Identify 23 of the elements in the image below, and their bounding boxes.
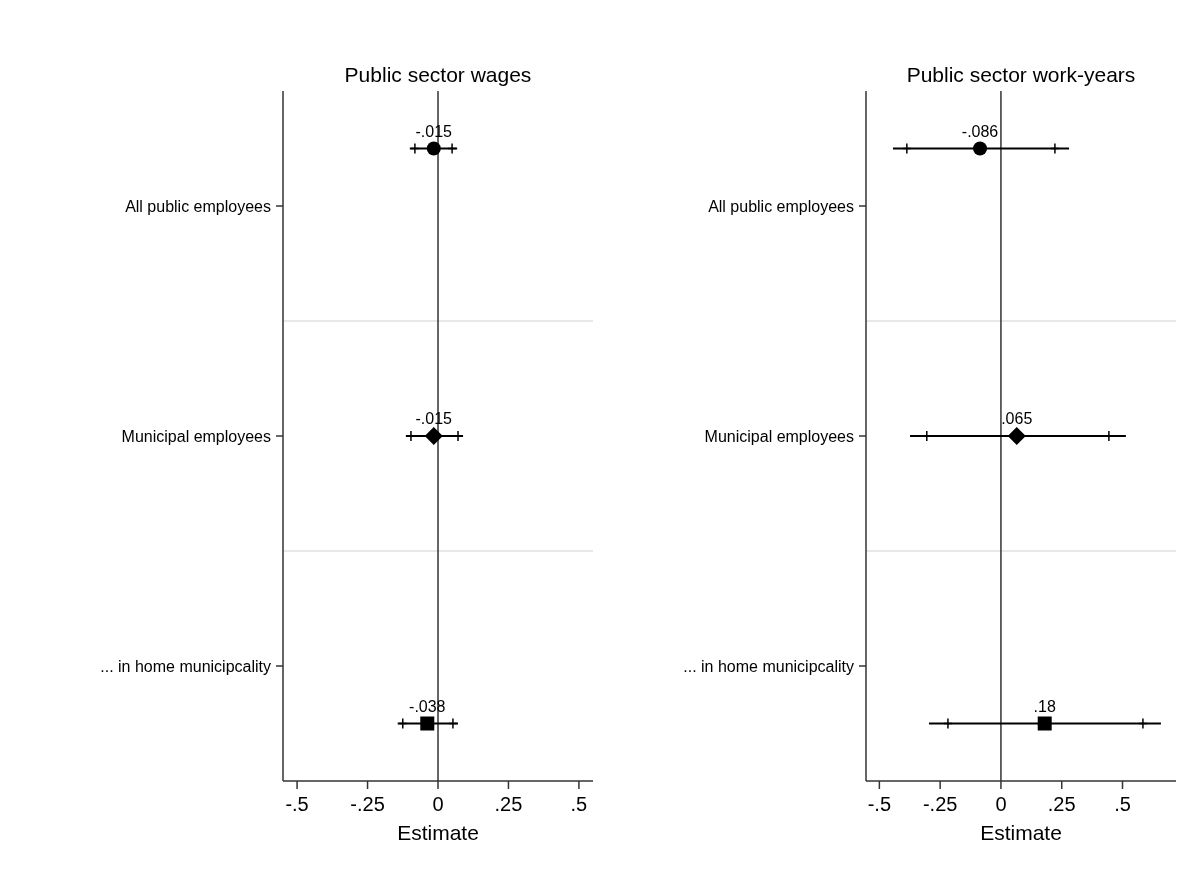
x-tick-label: 0 [432,793,444,815]
y-tick-label: Municipal employees [121,427,271,445]
data-label: .065 [1001,410,1033,427]
x-tick-label: -.25 [922,793,958,815]
x-tick-label: .25 [494,793,523,815]
x-tick-label: .5 [570,793,588,815]
y-tick-label: ... in home municipcality [100,657,271,675]
chart-title: Public sector work-years [906,63,1136,86]
x-tick-label: -.25 [350,793,385,815]
data-label: .18 [1033,697,1056,715]
y-tick-label: All public employees [708,197,854,215]
x-tick-label: 0 [995,793,1007,815]
x-tick-label: -.5 [285,793,309,815]
y-tick-label: ... in home municipcality [683,657,854,675]
x-axis-title: Estimate [397,821,479,844]
y-tick-label: All public employees [125,197,271,215]
chart-title: Public sector wages [344,63,532,86]
x-axis-title: Estimate [980,821,1062,844]
x-tick-label: -.5 [867,793,892,815]
x-tick-label: .25 [1047,793,1076,815]
y-tick-label: Municipal employees [704,427,854,445]
x-tick-label: .5 [1114,793,1131,815]
data-label: -.086 [961,122,999,140]
